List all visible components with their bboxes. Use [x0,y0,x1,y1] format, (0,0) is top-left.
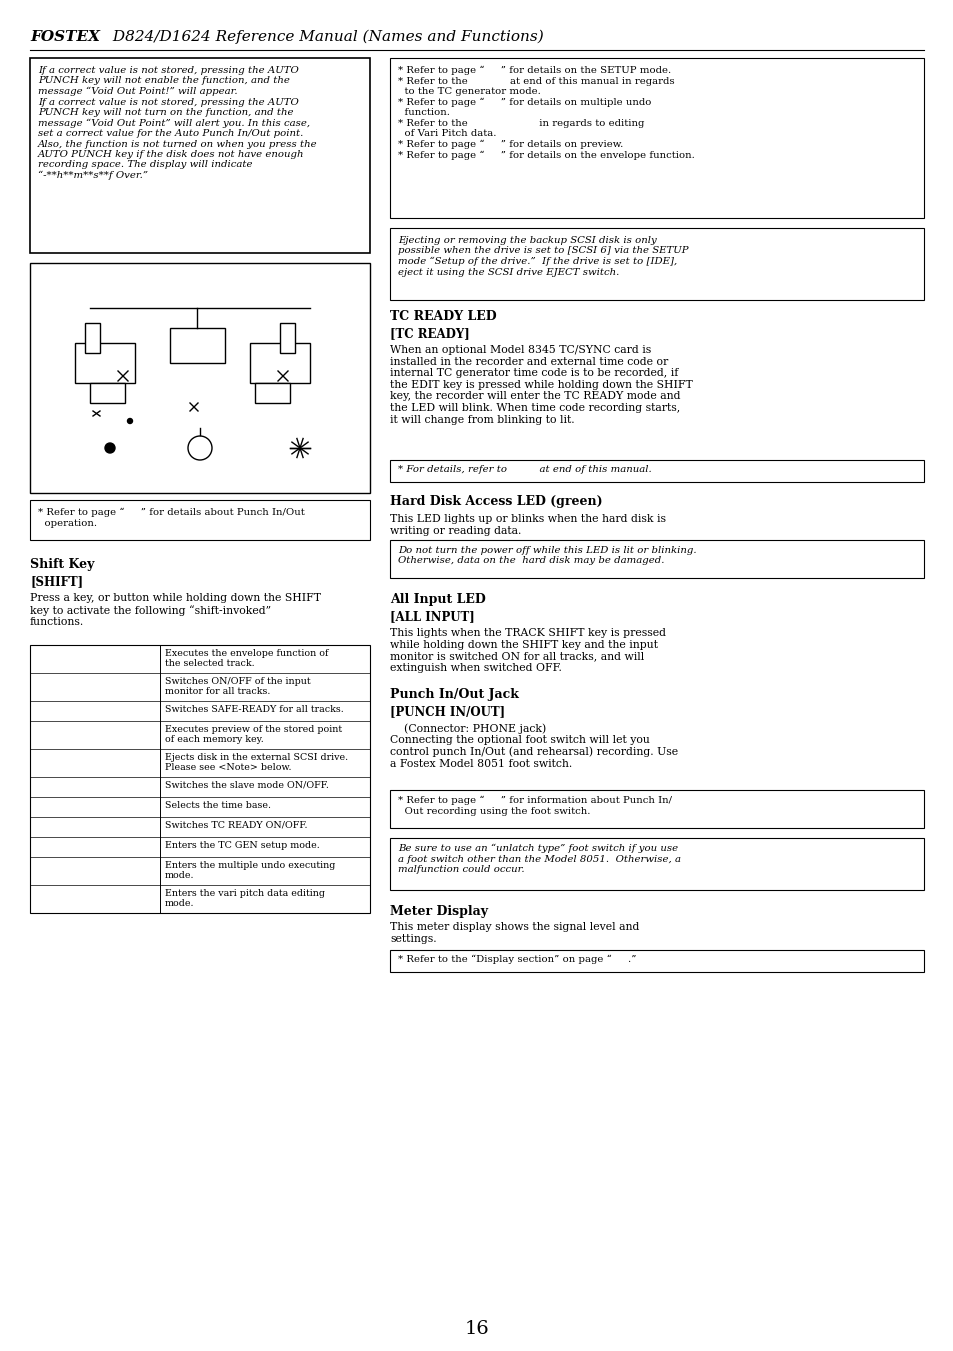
Bar [390,459,923,482]
Bar [30,500,370,540]
Text: Press a key, or button while holding down the SHIFT
key to activate the followin: Press a key, or button while holding dow… [30,593,320,627]
Bar [170,328,225,363]
Text: This meter display shows the signal level and
settings.: This meter display shows the signal leve… [390,921,639,943]
Text: Executes the envelope function of
the selected track.: Executes the envelope function of the se… [165,648,328,669]
Bar [280,323,294,353]
Text: Executes preview of the stored point
of each memory key.: Executes preview of the stored point of … [165,725,342,744]
Text: Punch In/Out Jack: Punch In/Out Jack [390,688,518,701]
Bar [390,540,923,578]
Bar [30,644,370,913]
Text: When an optional Model 8345 TC/SYNC card is
installed in the recorder and extern: When an optional Model 8345 TC/SYNC card… [390,345,692,424]
Bar [75,343,135,382]
Text: * Refer to page “     ” for details about Punch In/Out
  operation.: * Refer to page “ ” for details about Pu… [38,508,304,528]
Text: All Input LED: All Input LED [390,593,485,607]
Bar [250,343,310,382]
Bar [390,838,923,890]
Text: If a correct value is not stored, pressing the AUTO
PUNCH key will not enable th: If a correct value is not stored, pressi… [38,66,317,180]
Text: This LED lights up or blinks when the hard disk is
writing or reading data.: This LED lights up or blinks when the ha… [390,513,665,535]
Text: [TC READY]: [TC READY] [390,327,469,340]
Text: Enters the vari pitch data editing
mode.: Enters the vari pitch data editing mode. [165,889,325,908]
Bar [390,950,923,971]
Text: Do not turn the power off while this LED is lit or blinking.
Otherwise, data on : Do not turn the power off while this LED… [397,546,696,566]
Text: FOSTEX: FOSTEX [30,30,100,45]
Text: Enters the multiple undo executing
mode.: Enters the multiple undo executing mode. [165,861,335,881]
Text: 16: 16 [464,1320,489,1337]
Text: Hard Disk Access LED (green): Hard Disk Access LED (green) [390,494,602,508]
Text: Switches the slave mode ON/OFF.: Switches the slave mode ON/OFF. [165,781,329,790]
Text: Switches SAFE-READY for all tracks.: Switches SAFE-READY for all tracks. [165,705,343,713]
Text: Ejects disk in the external SCSI drive.
Please see <Note> below.: Ejects disk in the external SCSI drive. … [165,753,348,773]
Text: (Connector: PHONE jack)
Connecting the optional foot switch will let you
control: (Connector: PHONE jack) Connecting the o… [390,723,678,769]
Circle shape [128,419,132,423]
Text: Meter Display: Meter Display [390,905,488,917]
Text: Be sure to use an “unlatch type” foot switch if you use
a foot switch other than: Be sure to use an “unlatch type” foot sw… [397,844,680,874]
Text: Switches ON/OFF of the input
monitor for all tracks.: Switches ON/OFF of the input monitor for… [165,677,311,696]
Bar [30,263,370,493]
Bar [90,382,125,403]
Circle shape [105,443,115,453]
Text: * Refer to page “     ” for details on the SETUP mode.
* Refer to the           : * Refer to page “ ” for details on the S… [397,66,694,159]
Text: [SHIFT]: [SHIFT] [30,576,83,588]
Text: * For details, refer to          at end of this manual.: * For details, refer to at end of this m… [397,465,651,474]
Text: Selects the time base.: Selects the time base. [165,801,271,811]
Bar [254,382,290,403]
Text: TC READY LED: TC READY LED [390,309,497,323]
Text: This lights when the TRACK SHIFT key is pressed
while holding down the SHIFT key: This lights when the TRACK SHIFT key is … [390,628,665,673]
Text: [PUNCH IN/OUT]: [PUNCH IN/OUT] [390,705,504,717]
Bar [390,58,923,218]
Text: D824/D1624 Reference Manual (Names and Functions): D824/D1624 Reference Manual (Names and F… [108,30,543,45]
Bar [390,228,923,300]
Text: Ejecting or removing the backup SCSI disk is only
possible when the drive is set: Ejecting or removing the backup SCSI dis… [397,236,688,277]
Bar [85,323,100,353]
Text: Enters the TC GEN setup mode.: Enters the TC GEN setup mode. [165,842,319,850]
Text: * Refer to page “     ” for information about Punch In/
  Out recording using th: * Refer to page “ ” for information abou… [397,796,671,816]
Bar [30,58,370,253]
Text: Shift Key: Shift Key [30,558,94,571]
Bar [390,790,923,828]
Text: [ALL INPUT]: [ALL INPUT] [390,611,475,623]
Text: * Refer to the “Display section” on page “     .”: * Refer to the “Display section” on page… [397,955,636,965]
Text: Switches TC READY ON/OFF.: Switches TC READY ON/OFF. [165,821,307,830]
